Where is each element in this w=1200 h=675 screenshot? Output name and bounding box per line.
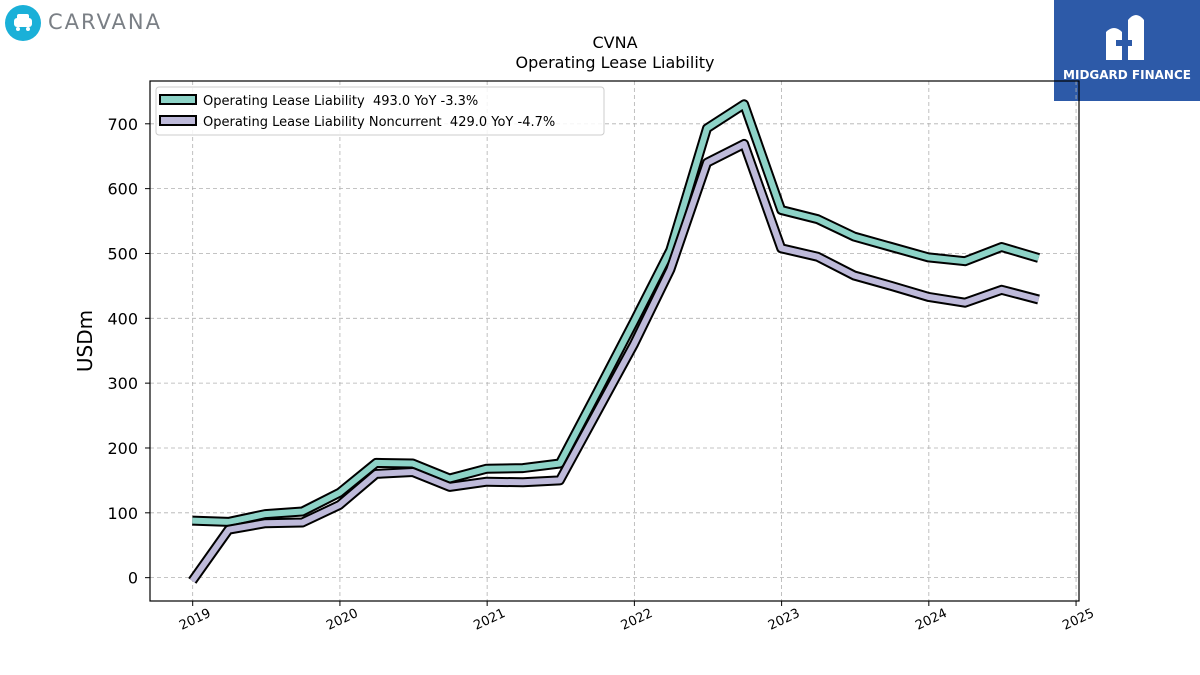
carvana-logo-text: CARVANA	[48, 10, 162, 34]
x-tick-label: 2020	[324, 606, 360, 634]
car-logo-icon	[5, 5, 41, 41]
y-tick-label: 100	[107, 504, 138, 523]
series-2-line	[189, 140, 1040, 583]
y-axis-label: USDm	[73, 310, 97, 372]
plot-frame	[149, 80, 1080, 602]
chart-title: CVNA	[592, 33, 637, 52]
legend-swatch-2	[159, 115, 197, 126]
x-tick-label: 2025	[1060, 606, 1096, 634]
legend: Operating Lease Liability 493.0 YoY -3.3…	[155, 86, 605, 136]
y-tick-label: 500	[107, 244, 138, 263]
legend-label-1: Operating Lease Liability 493.0 YoY -3.3…	[203, 94, 478, 109]
midgard-logo-icon	[1106, 15, 1144, 60]
midgard-finance-badge: MIDGARD FINANCE	[1054, 0, 1200, 101]
x-tick-label: 2019	[177, 606, 213, 634]
y-tick-label: 700	[107, 115, 138, 134]
x-tick-label: 2022	[619, 606, 655, 634]
y-tick-label: 200	[107, 439, 138, 458]
x-tick-label: 2021	[472, 606, 508, 634]
y-tick-label: 0	[128, 569, 138, 588]
y-tick-label: 400	[107, 309, 138, 328]
x-tick-label: 2024	[913, 606, 949, 634]
legend-swatch-1	[159, 94, 197, 105]
x-tick-label: 2023	[766, 606, 802, 634]
y-tick-label: 600	[107, 180, 138, 199]
legend-label-2: Operating Lease Liability Noncurrent 429…	[203, 115, 555, 130]
legend-box	[155, 86, 605, 136]
carvana-logo: CARVANA	[0, 0, 200, 46]
y-tick-label: 300	[107, 374, 138, 393]
chart-subtitle: Operating Lease Liability	[515, 53, 714, 72]
series-1-outline	[192, 99, 1041, 527]
watermark-text: MIDGARD FINANCE	[1063, 68, 1191, 82]
series-1-line	[192, 101, 1040, 525]
